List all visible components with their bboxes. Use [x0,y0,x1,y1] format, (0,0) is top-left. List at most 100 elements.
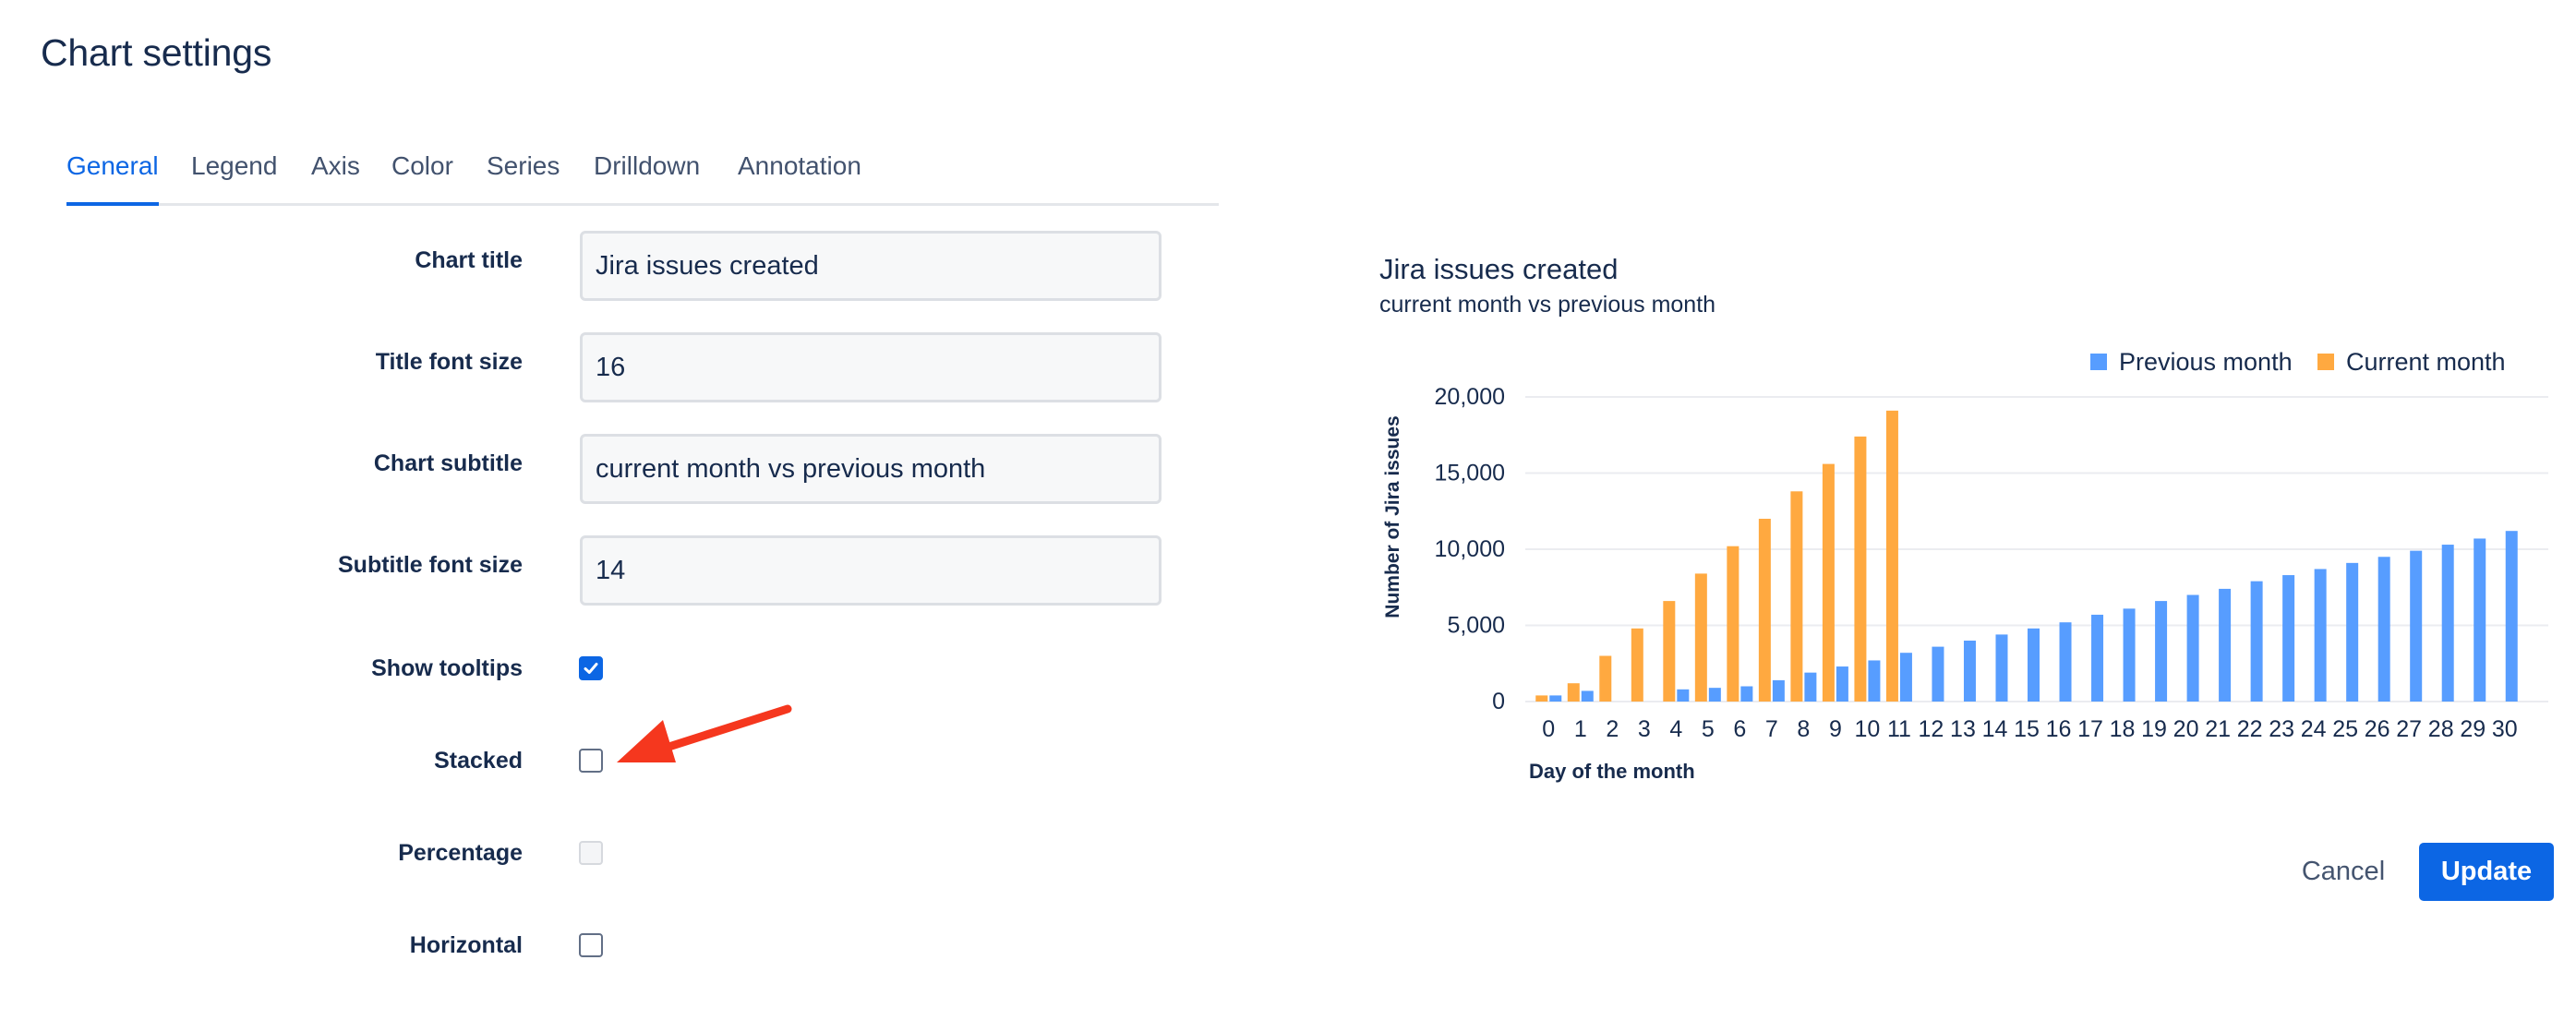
horizontal-label: Horizontal [409,932,523,958]
bar-current-month [1631,628,1643,702]
bar-previous-month [1963,641,1976,702]
bar-previous-month [2474,538,2486,702]
update-button[interactable]: Update [2419,843,2554,901]
y-tick-label: 10,000 [1435,536,1505,562]
bar-previous-month [2219,588,2232,702]
bar-previous-month [2028,628,2040,702]
bar-previous-month [2091,614,2104,702]
bar-previous-month [2346,562,2359,702]
title-font-size-label: Title font size [375,349,523,375]
x-tick-label: 29 [2460,716,2486,742]
checkmark-icon [584,663,598,674]
bar-previous-month [2410,550,2423,702]
chart-subtitle: current month vs previous month [1379,292,1716,318]
chart-legend: Previous month Current month [2090,348,2506,376]
x-tick-label: 24 [2301,716,2327,742]
tab-series[interactable]: Series [487,151,560,180]
y-tick-label: 0 [1492,689,1505,714]
x-tick-label: 27 [2396,716,2422,742]
x-tick-label: 14 [1982,716,2008,742]
tab-legend[interactable]: Legend [191,151,278,180]
bar-previous-month [2441,545,2454,702]
x-tick-label: 19 [2141,716,2167,742]
x-tick-label: 22 [2237,716,2263,742]
bar-current-month [1822,463,1835,702]
x-tick-label: 10 [1855,716,1881,742]
x-tick-label: 7 [1765,716,1778,742]
title-font-size-input[interactable] [580,332,1162,402]
bar-previous-month [1804,672,1817,702]
x-tick-label: 28 [2428,716,2454,742]
x-tick-label: 23 [2269,716,2294,742]
bar-current-month [1535,695,1548,702]
x-tick-label: 12 [1919,716,1944,742]
bar-previous-month [2059,622,2072,702]
show-tooltips-checkbox[interactable] [579,656,603,680]
tab-bar: General Legend Axis Color Series Drilldo… [66,151,1219,206]
legend-label: Previous month [2119,348,2293,376]
x-tick-label: 6 [1733,716,1746,742]
subtitle-font-size-input[interactable] [580,535,1162,606]
bar-previous-month [1868,660,1881,702]
chart-title: Jira issues created [1379,253,1619,285]
x-tick-label: 13 [1950,716,1976,742]
x-tick-label: 17 [2077,716,2103,742]
bar-current-month [1694,573,1707,702]
bar-previous-month [2250,581,2263,702]
x-tick-label: 4 [1669,716,1682,742]
x-axis-ticks: 0 1 2 3 4 5 6 7 8 9 10 11 12 13 14 15 16 17 18 19 20 21 22 23 24… [1542,716,2517,742]
x-tick-label: 2 [1606,716,1619,742]
tab-color[interactable]: Color [391,151,453,180]
legend-swatch [2090,354,2107,370]
cancel-button[interactable]: Cancel [2275,842,2412,901]
bar-previous-month [1740,686,1753,702]
bar-previous-month [2155,601,2168,702]
x-tick-label: 20 [2173,716,2199,742]
chart-subtitle-input[interactable] [580,434,1162,504]
bar-current-month [1727,546,1739,702]
tab-drilldown[interactable]: Drilldown [594,151,701,180]
bar-current-month [1854,436,1867,702]
horizontal-checkbox[interactable] [579,933,603,957]
bar-previous-month [2314,569,2327,702]
tab-axis[interactable]: Axis [311,151,360,180]
x-tick-label: 1 [1574,716,1587,742]
y-tick-label: 15,000 [1435,461,1505,486]
x-tick-label: 30 [2492,716,2518,742]
bar-previous-month [1995,634,2008,702]
x-tick-label: 9 [1829,716,1842,742]
bar-previous-month [1932,646,1944,702]
x-tick-label: 0 [1542,716,1555,742]
bar-previous-month [1836,666,1848,702]
x-tick-label: 26 [2365,716,2390,742]
stacked-checkbox[interactable] [579,749,603,773]
x-tick-label: 21 [2205,716,2231,742]
bar-previous-month [2186,594,2199,702]
y-axis-ticks: 0 5,000 10,000 15,000 20,000 [1435,384,1505,714]
tab-annotation[interactable]: Annotation [738,151,861,180]
x-axis-label: Day of the month [1529,760,1695,783]
percentage-checkbox[interactable] [579,841,603,865]
page-title: Chart settings [41,31,272,74]
bar-current-month [1599,655,1612,702]
x-tick-label: 3 [1638,716,1651,742]
x-tick-label: 15 [2014,716,2040,742]
bar-current-month [1885,410,1898,702]
stacked-label: Stacked [434,748,523,774]
x-tick-label: 8 [1797,716,1810,742]
arrow-icon [617,704,792,762]
x-tick-label: 25 [2332,716,2358,742]
show-tooltips-label: Show tooltips [371,655,523,681]
chart-title-input[interactable] [580,231,1162,301]
x-tick-label: 18 [2110,716,2136,742]
chart-subtitle-label: Chart subtitle [373,450,523,476]
percentage-label: Percentage [398,840,523,866]
x-tick-label: 5 [1702,716,1715,742]
y-tick-label: 5,000 [1447,613,1505,639]
tab-general[interactable]: General [66,151,159,206]
bar-current-month [1758,519,1771,702]
chart-title-label: Chart title [415,247,523,273]
legend-label: Current month [2346,348,2506,376]
bar-previous-month [1677,689,1690,702]
